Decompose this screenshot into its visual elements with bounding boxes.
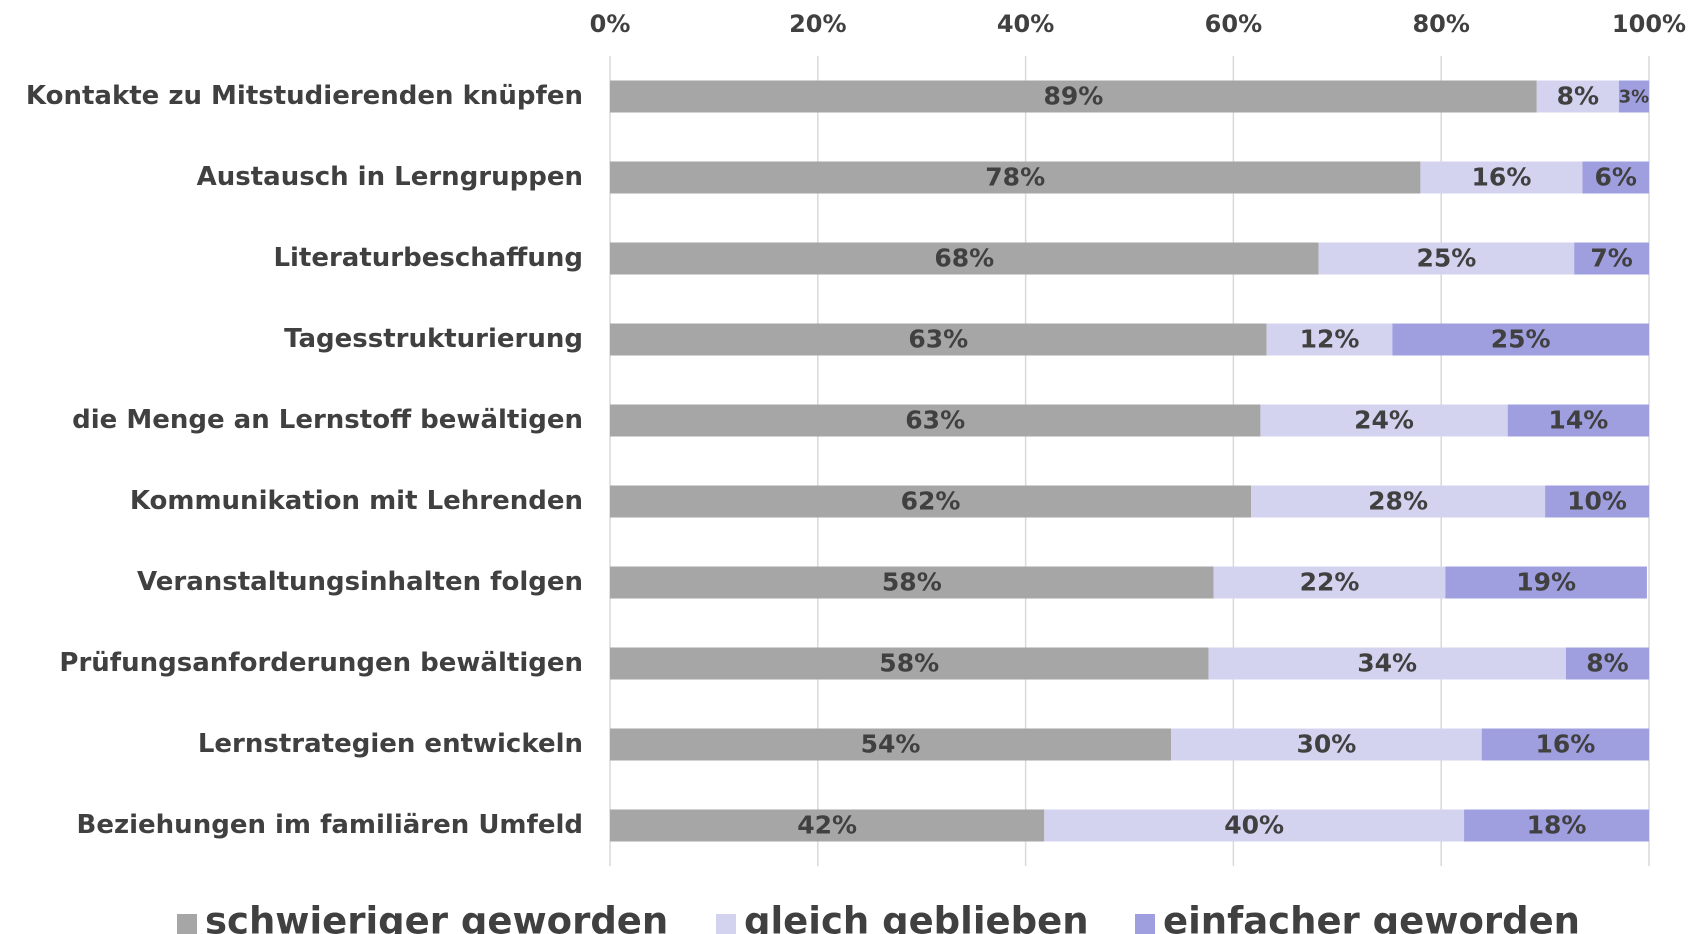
data-label: 22% xyxy=(1300,568,1360,597)
x-tick-label: 80% xyxy=(1412,10,1469,38)
x-tick-label: 100% xyxy=(1612,10,1686,38)
bar-segment xyxy=(1266,323,1393,356)
category-label: Lernstrategien entwickeln xyxy=(198,729,583,759)
bar-segment xyxy=(610,566,1214,599)
bar-segment xyxy=(1251,485,1546,518)
bar-segment xyxy=(1318,242,1575,275)
bar-segment xyxy=(610,161,1421,194)
data-label: 89% xyxy=(1043,82,1103,111)
data-label: 63% xyxy=(905,406,965,435)
data-label: 18% xyxy=(1527,811,1587,840)
category-label: Literaturbeschaffung xyxy=(273,243,583,273)
bar-segment xyxy=(610,485,1252,518)
legend-swatch xyxy=(1135,914,1155,934)
bar-segment xyxy=(610,647,1209,680)
data-label: 10% xyxy=(1567,487,1627,516)
bar-segment xyxy=(1565,647,1649,680)
data-label: 58% xyxy=(882,568,942,597)
data-label: 8% xyxy=(1557,82,1599,111)
bar-segment xyxy=(1208,647,1566,680)
bar-segment xyxy=(610,323,1267,356)
bar-segment xyxy=(1574,242,1649,275)
category-label: Tagesstrukturierung xyxy=(284,324,583,354)
data-label: 63% xyxy=(908,325,968,354)
data-label: 68% xyxy=(934,244,994,273)
category-label: Kontakte zu Mitstudierenden knüpfen xyxy=(26,81,583,111)
data-label: 3% xyxy=(1619,87,1650,108)
data-label: 24% xyxy=(1354,406,1414,435)
legend-label: gleich geblieben xyxy=(744,900,1089,934)
bar-segment xyxy=(610,809,1045,842)
bar-segment xyxy=(1392,323,1649,356)
x-tick-label: 60% xyxy=(1205,10,1262,38)
data-label: 6% xyxy=(1595,163,1637,192)
data-label: 8% xyxy=(1586,649,1628,678)
data-label: 28% xyxy=(1368,487,1428,516)
data-label: 78% xyxy=(985,163,1045,192)
category-label: Kommunikation mit Lehrenden xyxy=(130,486,583,516)
data-label: 34% xyxy=(1357,649,1417,678)
bar-segment xyxy=(1420,161,1583,194)
bar-segment xyxy=(1618,80,1649,113)
category-label: Austausch in Lerngruppen xyxy=(197,162,583,192)
data-label: 25% xyxy=(1416,244,1476,273)
x-tick-label: 20% xyxy=(789,10,846,38)
category-label: Veranstaltungsinhalten folgen xyxy=(137,567,583,597)
data-label: 54% xyxy=(861,730,921,759)
data-label: 16% xyxy=(1472,163,1532,192)
legend-label: einfacher geworden xyxy=(1163,900,1580,934)
category-label: Prüfungsanforderungen bewältigen xyxy=(59,648,583,678)
data-label: 14% xyxy=(1548,406,1608,435)
bar-segment xyxy=(1536,80,1619,113)
data-label: 16% xyxy=(1535,730,1595,759)
bar-segment xyxy=(610,80,1537,113)
x-tick-label: 0% xyxy=(590,10,631,38)
bar-segment xyxy=(1213,566,1446,599)
bar-segment xyxy=(610,404,1261,437)
data-label: 25% xyxy=(1491,325,1551,354)
data-label: 58% xyxy=(879,649,939,678)
bar-segment xyxy=(1445,566,1647,599)
legend-swatch xyxy=(716,914,736,934)
bar-segment xyxy=(1582,161,1649,194)
data-label: 40% xyxy=(1224,811,1284,840)
data-label: 62% xyxy=(901,487,961,516)
x-tick-label: 40% xyxy=(997,10,1054,38)
category-label: Beziehungen im familiären Umfeld xyxy=(77,810,583,840)
bar-segment xyxy=(1171,728,1482,761)
legend-label: schwieriger geworden xyxy=(205,900,668,934)
data-label: 12% xyxy=(1300,325,1360,354)
legend-swatch xyxy=(177,914,197,934)
bar-segment xyxy=(1464,809,1649,842)
bar-segment xyxy=(610,728,1172,761)
data-label: 42% xyxy=(797,811,857,840)
bar-segment xyxy=(1481,728,1649,761)
data-label: 19% xyxy=(1516,568,1576,597)
bar-segment xyxy=(1545,485,1649,518)
data-label: 30% xyxy=(1296,730,1356,759)
bar-segment xyxy=(1260,404,1508,437)
data-label: 7% xyxy=(1590,244,1632,273)
category-label: die Menge an Lernstoff bewältigen xyxy=(72,405,583,435)
bar-segment xyxy=(1507,404,1649,437)
bar-segment xyxy=(1044,809,1465,842)
bar-segment xyxy=(610,242,1319,275)
